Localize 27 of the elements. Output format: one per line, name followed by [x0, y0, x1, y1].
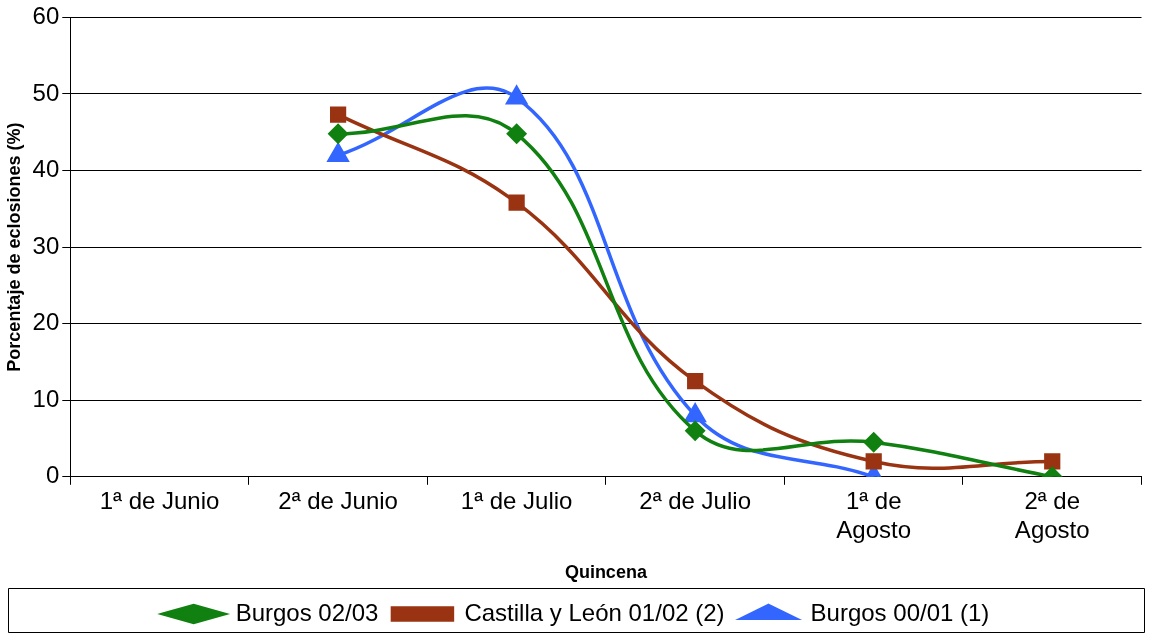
y-tick-label: 30: [32, 231, 60, 259]
legend-label: Burgos 02/03: [235, 598, 379, 626]
x-tick-label: 1ª de Agosto: [836, 486, 912, 543]
y-axis-title: Porcentaje de eclosiones (%): [3, 122, 24, 372]
point: [328, 124, 348, 144]
legend-label: Castilla y León 01/02 (2): [464, 598, 725, 626]
x-tick-label: 1ª de Junio: [99, 486, 220, 514]
x-tick-label: 2ª de Julio: [639, 486, 751, 514]
legend-label: Burgos 00/01 (1): [810, 598, 990, 626]
y-tick-label: 50: [32, 78, 60, 106]
point: [685, 421, 705, 441]
y-tick-label: 40: [32, 155, 60, 183]
point: [865, 453, 882, 470]
x-tick-label: 1ª de Julio: [460, 486, 573, 514]
point: [1044, 453, 1061, 470]
x-tick-label: 2ª de Junio: [278, 486, 398, 514]
y-tick-label: 20: [32, 308, 60, 336]
point: [506, 124, 527, 144]
point: [329, 106, 347, 123]
point: [687, 372, 704, 390]
point: [508, 194, 525, 211]
y-tick-label: 0: [45, 461, 60, 489]
point: [863, 432, 884, 453]
y-tick-label: 10: [32, 384, 60, 412]
x-tick-label: 2ª de Agosto: [1014, 486, 1090, 543]
y-tick-label: 60: [32, 2, 60, 30]
x-axis-title: Quincena: [564, 562, 648, 583]
